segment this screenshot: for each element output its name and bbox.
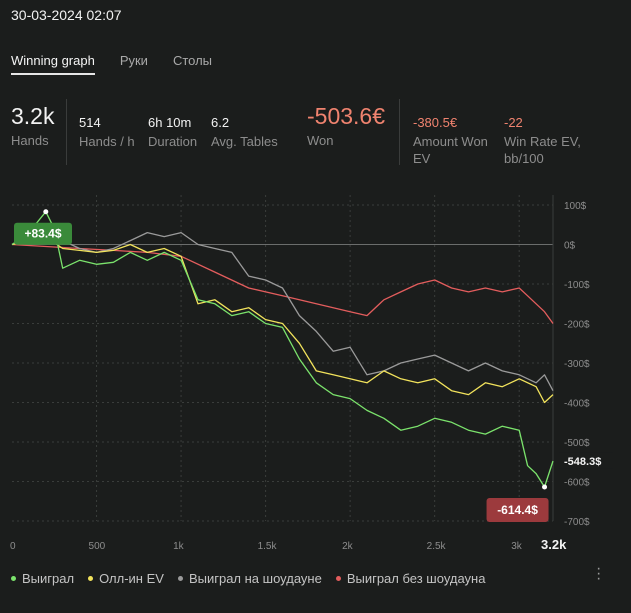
stat-hands-per-hour-label: Hands / h	[79, 134, 135, 149]
y-tick-label: -300$	[564, 359, 590, 370]
stat-hands-per-hour-value: 514	[79, 115, 101, 130]
winning-graph-chart[interactable]: 100$ 0$ -100$ -200$ -300$ -400$ -500$ -600$ -700…	[0, 188, 631, 560]
legend-dot	[177, 576, 183, 581]
chart-ticks: 100$ 0$ -100$ -200$ -300$ -400$ -500$ -600$ -700…	[10, 201, 590, 552]
legend-item-non-showdown[interactable]: Выиграл без шоудауна	[335, 571, 486, 586]
x-tick-label: 2k	[342, 541, 354, 552]
min-label-badge	[486, 498, 549, 523]
x-tick-label: 1k	[173, 541, 185, 552]
stat-avg-tables: 6.2 Avg. Tables	[211, 115, 278, 150]
y-tick-label: -400$	[564, 399, 590, 410]
stat-hands-label: Hands	[11, 133, 49, 148]
x-tick-label: 0	[10, 541, 16, 552]
tab-winning-graph[interactable]: Winning graph	[11, 53, 95, 75]
stat-hands-value: 3.2k	[11, 103, 55, 129]
legend-label: Олл-ин EV	[99, 571, 164, 586]
min-point-marker	[542, 484, 548, 490]
x-tick-label: 1.5k	[258, 541, 278, 552]
series-line-0	[11, 211, 554, 488]
legend-dot	[11, 576, 16, 581]
y-tick-label: -100$	[564, 280, 590, 291]
stat-amount-won-ev-label-2: EV	[413, 151, 431, 166]
stat-duration-label: Duration	[148, 134, 198, 149]
stat-avg-tables-label: Avg. Tables	[211, 134, 278, 149]
stat-duration: 6h 10m Duration	[148, 115, 197, 150]
legend-item-allin-ev[interactable]: Олл-ин EV	[88, 571, 164, 586]
stat-amount-won-ev-value: -380.5€	[413, 115, 458, 130]
x-tick-label: 2.5k	[427, 541, 447, 552]
series-line-1	[11, 235, 554, 404]
chart-grid	[12, 195, 554, 522]
end-value-label: -548.3$	[564, 456, 601, 468]
legend-dot	[335, 576, 341, 581]
x-tick-label: 500	[89, 541, 106, 552]
stat-win-rate-ev-label-2: bb/100	[504, 151, 544, 166]
chart-series	[11, 211, 554, 488]
max-label: +83.4$	[24, 227, 61, 241]
x-tick-label: 3k	[511, 541, 523, 552]
chart-legend: Выиграл Олл-ин EV Выиграл на шоудауне Вы…	[11, 571, 499, 586]
y-tick-label: -700$	[564, 517, 590, 528]
y-tick-label: 0$	[564, 241, 576, 252]
stat-duration-value: 6h 10m	[148, 115, 192, 130]
stat-avg-tables-value: 6.2	[211, 115, 230, 130]
tab-tables[interactable]: Столы	[172, 53, 213, 68]
legend-label: Выиграл без шоудауна	[346, 571, 486, 586]
legend-label: Выиграл	[22, 571, 75, 586]
divider	[66, 99, 67, 165]
stat-hands: 3.2k Hands	[11, 103, 54, 149]
stat-win-rate-ev-label: Win Rate EV,	[504, 134, 581, 149]
legend-item-won[interactable]: Выиграл	[11, 571, 74, 586]
more-options-icon[interactable]: · · ·	[596, 560, 602, 587]
stat-amount-won-ev-label: Amount Won	[413, 134, 488, 149]
stat-won-label: Won	[307, 133, 334, 148]
tab-bar: Winning graph Руки Столы	[11, 53, 237, 75]
chart-annotations: +83.4$ -614.4$ -548.3$	[14, 209, 613, 523]
series-line-2	[11, 228, 554, 392]
legend-label: Выиграл на шоудауне	[188, 571, 322, 586]
stat-hands-per-hour: 514 Hands / h	[79, 115, 135, 150]
max-label-badge	[14, 222, 72, 245]
legend-dot	[88, 576, 94, 581]
y-tick-label: 100$	[564, 201, 587, 212]
x-tick-label: 3.2k	[541, 537, 567, 552]
divider	[399, 99, 400, 165]
min-label: -614.4$	[497, 503, 538, 517]
session-datetime: 30-03-2024 02:07	[11, 7, 122, 23]
y-tick-label: -600$	[564, 478, 590, 489]
stat-amount-won-ev: -380.5€ Amount Won EV	[413, 115, 488, 167]
tab-hands[interactable]: Руки	[119, 53, 148, 68]
stat-won: -503.6€ Won	[307, 103, 385, 149]
stat-win-rate-ev: -22 Win Rate EV, bb/100	[504, 115, 581, 167]
end-label-bg	[559, 452, 613, 469]
legend-item-showdown[interactable]: Выиграл на шоудауне	[177, 571, 322, 586]
y-tick-label: -500$	[564, 438, 590, 449]
stat-win-rate-ev-value: -22	[504, 115, 523, 130]
y-tick-label: -200$	[564, 320, 590, 331]
max-point-marker	[43, 209, 49, 215]
stat-won-value: -503.6€	[307, 103, 386, 129]
